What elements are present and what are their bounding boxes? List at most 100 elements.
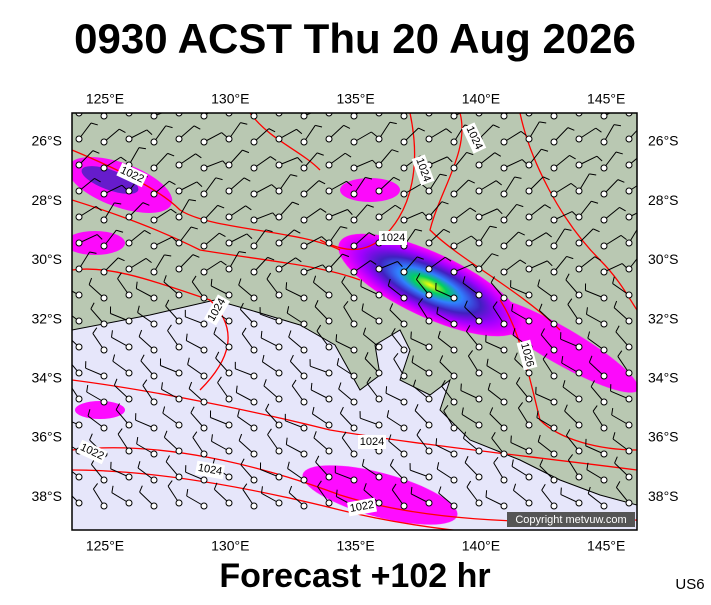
barb-station [76,292,82,298]
barb-flag [411,487,412,494]
barb-station [501,425,507,431]
barb-station [401,451,407,457]
barb-station [626,162,632,168]
barb-station [301,477,307,483]
barb-station [176,396,182,402]
barb-station [376,188,382,194]
barb-station [201,113,207,119]
barb-station [501,321,507,327]
barb-station [476,162,482,168]
barb-station [451,503,457,509]
barb-station [601,451,607,457]
barb-station [351,373,357,379]
barb-station [151,425,157,431]
barb-station [251,243,257,249]
barb-station [376,370,382,376]
barb-station [251,113,257,119]
barb-flag [644,152,650,155]
barb-station [226,292,232,298]
barb-station [101,113,107,119]
isobar-label: 1024 [379,231,407,245]
barb-station [151,165,157,171]
barb-station [101,373,107,379]
barb-station [201,295,207,301]
barb-station [176,292,182,298]
barb-station [626,292,632,298]
barb-station [251,373,257,379]
lat-label: 30°S [648,251,679,267]
barb-station [501,113,507,119]
barb-station [276,136,282,142]
lon-label: 135°E [336,91,374,107]
barb-station [576,396,582,402]
barb-flag [486,490,487,497]
barb-station [476,370,482,376]
barb-station [376,136,382,142]
barb-flag [436,438,437,445]
barb-station [276,292,282,298]
barb-station [301,243,307,249]
barb-station [576,370,582,376]
barb-station [301,191,307,197]
barb-flag [62,434,63,441]
barb-station [401,503,407,509]
barb-station [176,500,182,506]
barb-station [426,240,432,246]
barb-station [426,500,432,506]
barb-station [476,266,482,272]
barb-station [451,451,457,457]
barb-flag [295,101,301,105]
barb-station [151,503,157,509]
barb-station [126,214,132,220]
barb-staff [279,101,295,113]
barb-station [226,214,232,220]
barb-station [576,240,582,246]
barb-station [276,474,282,480]
barb-station [601,113,607,119]
barb-staff [179,98,192,113]
barb-station [251,347,257,353]
barb-station [251,269,257,275]
barb-station [351,113,357,119]
barb-station [251,139,257,145]
barb-station [526,318,532,324]
barb-station [301,217,307,223]
barb-station [176,370,182,376]
barb-station [101,295,107,301]
barb-station [276,448,282,454]
barb-flag [647,208,652,213]
barb-station [426,344,432,350]
lat-label: 26°S [648,133,679,149]
barb-station [276,344,282,350]
barb-station [126,136,132,142]
barb-station [551,321,557,327]
barb-station [226,500,232,506]
forecast-caption: Forecast +102 hr [219,557,490,595]
barb-station [501,373,507,379]
barb-flag [547,104,552,109]
barb-station [601,503,607,509]
barb-station [201,139,207,145]
barb-station [226,266,232,272]
barb-flag [566,100,573,102]
barb-station [301,425,307,431]
barb-station [551,243,557,249]
barb-station [251,191,257,197]
barb-flag [445,101,451,105]
barb-station [276,318,282,324]
barb-station [626,474,632,480]
barb-station [426,448,432,454]
barb-station [151,451,157,457]
barb-station [126,474,132,480]
barb-station [276,240,282,246]
barb-station [301,503,307,509]
barb-station [301,113,307,119]
barb-station [201,217,207,223]
barb-flag [397,105,402,110]
barb-flag [311,383,312,390]
barb-station [376,500,382,506]
lon-label: 145°E [587,91,625,107]
barb-station [526,188,532,194]
barb-station [251,217,257,223]
barb-flag [261,331,262,338]
